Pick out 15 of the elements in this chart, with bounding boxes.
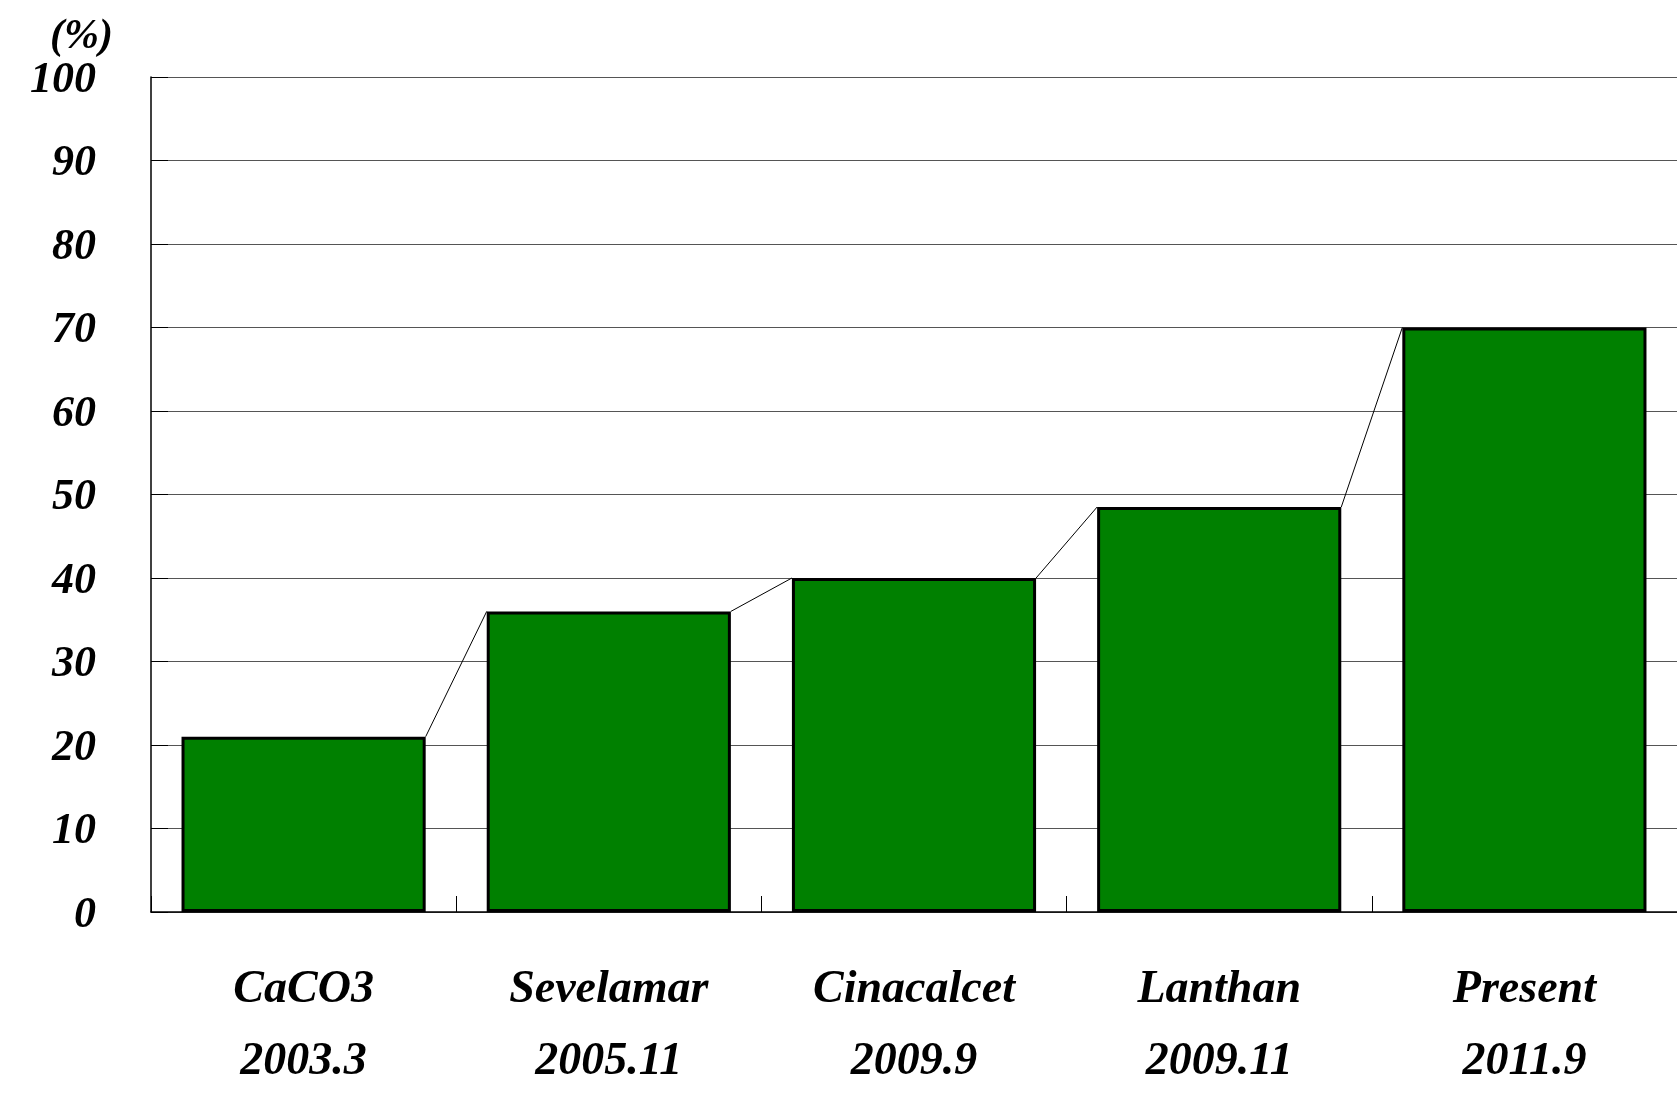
- y-tick-label: 50: [52, 470, 96, 519]
- x-tick-label: Lanthan 2009.11: [1136, 960, 1302, 1084]
- y-tick-label: 60: [52, 386, 96, 436]
- y-tick-label: 0: [74, 887, 96, 937]
- x-tick-label: Present 2011.9: [1451, 960, 1598, 1084]
- x-tick-label: Cinacalcet 2009.9: [813, 960, 1017, 1084]
- y-tick-label: 90: [52, 136, 96, 185]
- y-tick-label: 70: [52, 303, 96, 352]
- y-tick-label: 30: [51, 637, 96, 686]
- y-tick-label: 80: [52, 219, 96, 269]
- y-tick-label: 10: [52, 804, 96, 853]
- y-tick-label: 40: [51, 553, 96, 603]
- x-tick-label: Sevelamar 2005.11: [509, 960, 710, 1084]
- x-tick-label: CaCO3 2003.3: [233, 960, 374, 1084]
- y-tick-label: 20: [51, 720, 96, 770]
